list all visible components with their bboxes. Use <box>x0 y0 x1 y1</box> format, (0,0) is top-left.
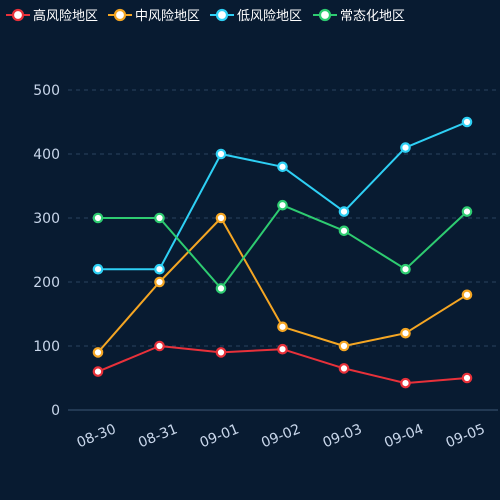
data-point[interactable] <box>154 212 165 224</box>
legend-item[interactable]: 低风险地区 <box>210 8 302 24</box>
data-point[interactable] <box>92 366 104 377</box>
data-point[interactable] <box>400 377 411 389</box>
legend-item[interactable]: 高风险地区 <box>6 8 98 24</box>
data-point[interactable] <box>215 283 227 294</box>
legend-marker <box>215 8 229 22</box>
x-tick-label: 09-03 <box>321 421 365 451</box>
data-point[interactable] <box>338 206 350 217</box>
x-tick-label: 08-30 <box>75 421 119 451</box>
legend: 高风险地区 中风险地区 低风险地区 常态化地区 <box>6 8 405 24</box>
series-line <box>98 204 468 290</box>
series-group <box>92 116 473 389</box>
data-point[interactable] <box>215 148 227 160</box>
series-line <box>97 217 468 354</box>
data-point[interactable] <box>277 199 288 211</box>
series-3 <box>92 199 473 294</box>
data-point[interactable] <box>400 327 411 339</box>
data-point[interactable] <box>461 116 473 128</box>
data-point[interactable] <box>400 263 411 275</box>
data-point[interactable] <box>277 161 288 173</box>
data-point[interactable] <box>277 321 288 333</box>
data-point[interactable] <box>154 340 165 352</box>
data-point[interactable] <box>154 276 165 288</box>
y-tick-label: 0 <box>51 403 60 419</box>
data-point[interactable] <box>400 142 411 153</box>
series-line <box>98 121 468 271</box>
y-tick-label: 300 <box>33 211 60 227</box>
x-tick-label: 09-02 <box>259 421 303 451</box>
y-tick-label: 400 <box>33 147 60 163</box>
data-point[interactable] <box>92 347 104 358</box>
series-2 <box>92 116 473 275</box>
x-tick-label: 09-04 <box>382 421 426 451</box>
data-point[interactable] <box>215 347 227 358</box>
data-point[interactable] <box>338 340 350 352</box>
data-point[interactable] <box>338 225 350 237</box>
legend-label: 中风险地区 <box>135 9 200 24</box>
data-point[interactable] <box>338 363 350 374</box>
data-point[interactable] <box>92 263 104 275</box>
data-point[interactable] <box>461 372 473 384</box>
legend-marker <box>113 8 127 22</box>
data-point[interactable] <box>154 263 165 275</box>
legend-item[interactable]: 中风险地区 <box>108 8 200 24</box>
data-point[interactable] <box>461 289 473 301</box>
x-axis: 08-30 08-31 09-01 09-02 09-03 09-04 09-05 <box>68 409 498 451</box>
legend-label: 高风险地区 <box>33 8 98 24</box>
y-tick-label: 200 <box>33 275 60 291</box>
x-tick-label: 09-05 <box>444 421 488 451</box>
legend-marker <box>318 8 332 22</box>
data-point[interactable] <box>277 343 288 355</box>
data-point[interactable] <box>215 212 227 224</box>
series-1 <box>92 212 473 358</box>
legend-marker <box>11 8 25 22</box>
legend-label: 低风险地区 <box>237 9 302 24</box>
data-point[interactable] <box>92 212 104 224</box>
legend-item[interactable]: 常态化地区 <box>313 8 405 24</box>
y-axis: 0 100 200 300 400 500 <box>33 83 60 419</box>
data-point[interactable] <box>461 206 473 217</box>
y-tick-label: 100 <box>33 339 60 355</box>
series-0 <box>92 340 473 389</box>
y-tick-label: 500 <box>33 83 60 99</box>
x-tick-label: 09-01 <box>198 421 242 451</box>
legend-label: 常态化地区 <box>340 9 405 24</box>
x-tick-label: 08-31 <box>136 421 180 451</box>
